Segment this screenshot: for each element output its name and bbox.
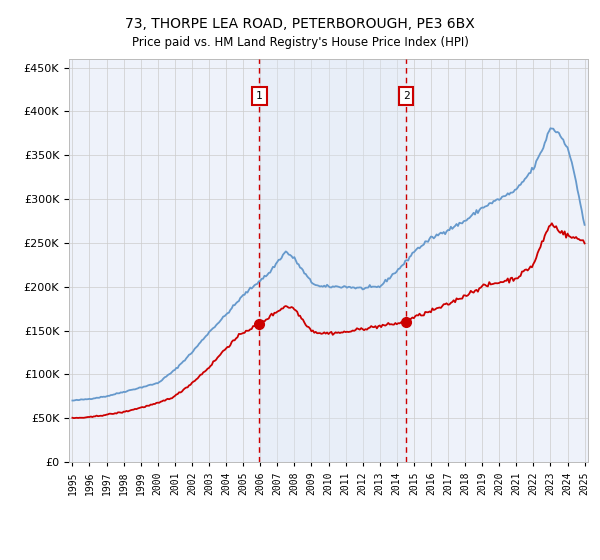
Text: 2: 2 xyxy=(403,91,409,101)
Bar xyxy=(259,59,406,462)
Text: 1: 1 xyxy=(256,91,263,101)
Text: Price paid vs. HM Land Registry's House Price Index (HPI): Price paid vs. HM Land Registry's House … xyxy=(131,36,469,49)
Text: 73, THORPE LEA ROAD, PETERBOROUGH, PE3 6BX: 73, THORPE LEA ROAD, PETERBOROUGH, PE3 6… xyxy=(125,17,475,31)
